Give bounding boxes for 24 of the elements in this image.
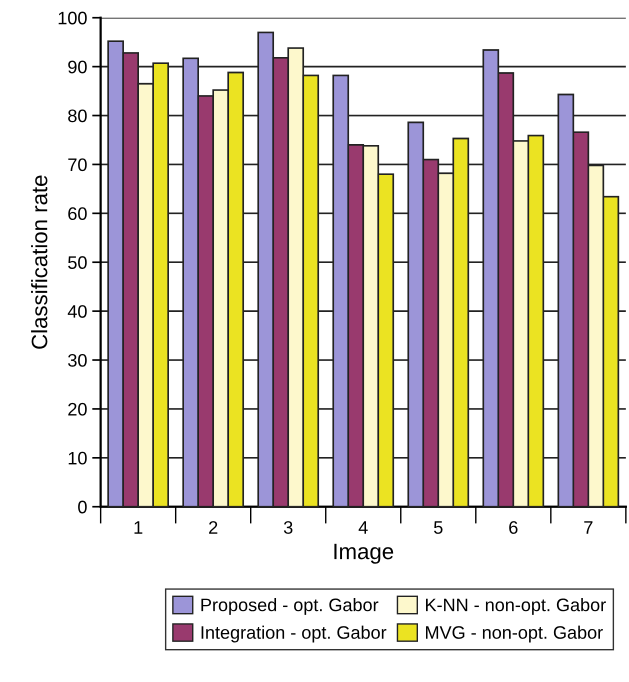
y-tick-label: 0 xyxy=(78,500,87,514)
x-tick-label: 2 xyxy=(209,521,218,534)
x-tick-label: 1 xyxy=(134,521,142,534)
y-axis-title: Classification rate xyxy=(31,176,48,349)
y-tick-label: 90 xyxy=(68,60,87,74)
legend-label: Proposed - opt. Gabor xyxy=(201,598,378,615)
x-tick-label: 3 xyxy=(284,521,292,534)
y-tick-label: 20 xyxy=(68,402,87,416)
y-tick-label: 10 xyxy=(68,452,87,465)
y-tick-label: 30 xyxy=(68,354,87,367)
x-tick-label: 6 xyxy=(509,521,518,534)
y-tick-label: 80 xyxy=(68,109,87,122)
legend-label: Integration - opt. Gabor xyxy=(202,626,386,642)
y-tick-label: 70 xyxy=(68,158,87,172)
x-axis-title: Image xyxy=(334,544,394,564)
x-tick-label: 4 xyxy=(358,521,368,534)
legend-label: K-NN - non-opt. Gabor xyxy=(426,598,606,615)
y-tick-label: 60 xyxy=(68,207,87,220)
y-tick-label: 40 xyxy=(68,305,87,318)
x-tick-label: 7 xyxy=(584,521,592,534)
y-tick-label: 50 xyxy=(68,256,87,269)
legend-label: MVG - non-opt. Gabor xyxy=(426,626,603,642)
x-tick-label: 5 xyxy=(434,521,443,534)
y-tick-label: 100 xyxy=(58,12,87,24)
